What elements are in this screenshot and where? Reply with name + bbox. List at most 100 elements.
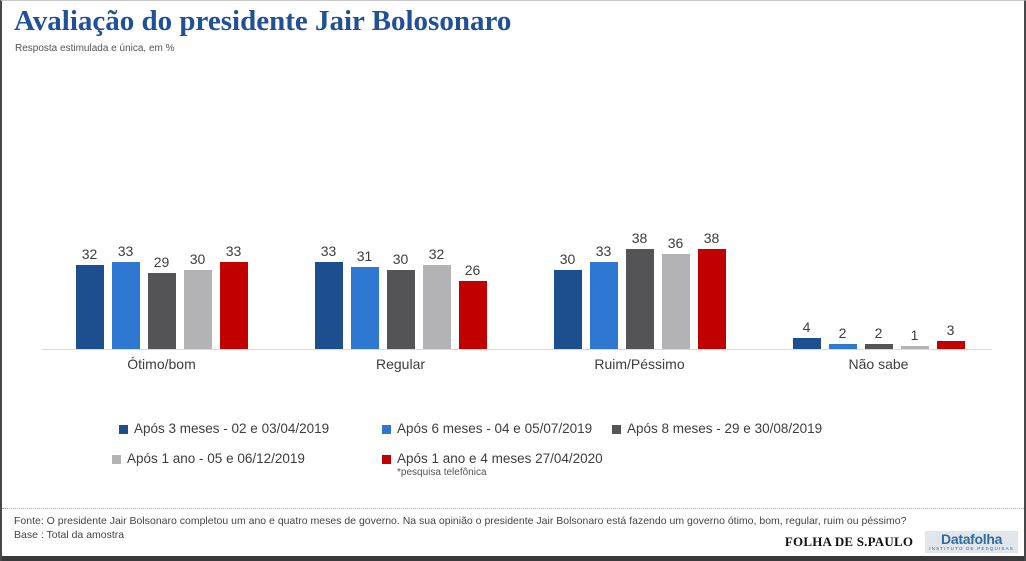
branding: FOLHA DE S.PAULO Datafolha INSTITUTO DE … [785, 531, 1018, 553]
legend-text: Após 1 ano - 05 e 06/12/2019 [127, 451, 305, 466]
legend-item: Após 6 meses - 04 e 05/07/2019 [382, 421, 612, 436]
chart-subtitle: Resposta estimulada e única, em % [15, 43, 175, 54]
bar-value-label: 2 [838, 325, 847, 341]
bar-cluster: 33 31 30 32 26 [281, 225, 520, 349]
page-title: Avaliação do presidente Jair Bolosonaro [14, 5, 512, 37]
bar-value-label: 2 [874, 325, 883, 341]
bar-column: 36 [661, 225, 690, 349]
bar-group: 33 31 30 32 26 Regular [281, 225, 520, 372]
bar-cluster: 4 2 2 1 3 [759, 225, 998, 349]
bar-group: 30 33 38 36 38 Ruim/Péssimo [520, 225, 759, 372]
legend-marker-icon [382, 455, 391, 464]
category-label: Ótimo/bom [127, 356, 196, 372]
bar [864, 344, 893, 349]
bar-column: 38 [697, 225, 726, 349]
category-label: Regular [375, 356, 426, 372]
bar-group: 4 2 2 1 3 Não sabe [759, 225, 998, 372]
legend: Após 3 meses - 02 e 03/04/2019 Após 6 mes… [2, 421, 1024, 478]
legend-text: Após 8 meses - 29 e 30/08/2019 [627, 421, 822, 436]
bar-value-label: 30 [559, 251, 576, 267]
bar-cluster: 32 33 29 30 33 [42, 225, 281, 349]
bar-column: 33 [589, 225, 618, 349]
legend-text: Após 1 ano e 4 meses 27/04/2020 *pesquisa… [397, 451, 603, 478]
legend-marker-icon [112, 455, 121, 464]
category-label: Não sabe [848, 356, 909, 372]
bar [350, 267, 379, 349]
bar-value-label: 4 [802, 319, 811, 335]
legend-text: Após 3 meses - 02 e 03/04/2019 [134, 421, 329, 436]
bar [458, 281, 487, 349]
bar-value-label: 29 [153, 254, 170, 270]
datafolha-logo: Datafolha INSTITUTO DE PESQUISAS [925, 531, 1018, 553]
legend-item: Após 1 ano - 05 e 06/12/2019 [112, 451, 382, 466]
bar [75, 265, 104, 349]
bar-value-label: 38 [703, 230, 720, 246]
bar-value-label: 1 [910, 327, 919, 343]
bar-cluster: 30 33 38 36 38 [520, 225, 759, 349]
legend-item: Após 3 meses - 02 e 03/04/2019 [119, 421, 382, 436]
bar-column: 33 [314, 225, 343, 349]
bar [183, 270, 212, 349]
folha-logo: FOLHA DE S.PAULO [784, 534, 914, 549]
bar [589, 262, 618, 349]
datafolha-subtitle: INSTITUTO DE PESQUISAS [929, 546, 1014, 551]
bar [553, 270, 582, 349]
bar-column: 30 [183, 225, 212, 349]
bar [625, 249, 654, 349]
legend-row-1: Após 3 meses - 02 e 03/04/2019 Após 6 mes… [2, 421, 1024, 436]
bar [386, 270, 415, 349]
bar-column: 29 [147, 225, 176, 349]
bar-value-label: 33 [595, 243, 612, 259]
bar-column: 30 [386, 225, 415, 349]
footer: Fonte: O presidente Jair Bolsonaro compl… [2, 508, 1024, 542]
bar [900, 346, 929, 349]
bar-column: 31 [350, 225, 379, 349]
bar-column: 38 [625, 225, 654, 349]
bar-column: 2 [864, 225, 893, 349]
chart-plot: 32 33 29 30 33 Ótimo/bom 33 31 30 32 26 Regular 30 33… [42, 225, 992, 372]
legend-marker-icon [382, 425, 391, 434]
bar [697, 249, 726, 349]
bar [219, 262, 248, 349]
bar-value-label: 26 [464, 262, 481, 278]
legend-marker-icon [612, 425, 621, 434]
datafolha-wordmark: Datafolha [941, 531, 1003, 547]
bar-column: 4 [792, 225, 821, 349]
bar-column: 30 [553, 225, 582, 349]
legend-label: Após 1 ano - 05 e 06/12/2019 [127, 451, 305, 466]
legend-label: Após 6 meses - 04 e 05/07/2019 [397, 421, 593, 436]
legend-label: Após 1 ano e 4 meses 27/04/2020 [397, 451, 603, 466]
bar-value-label: 36 [667, 235, 684, 251]
footer-base: Base : Total da amostra [14, 529, 125, 541]
bar-value-label: 3 [946, 322, 955, 338]
bar-value-label: 33 [225, 243, 242, 259]
legend-label: Após 3 meses - 02 e 03/04/2019 [134, 421, 330, 436]
bar [111, 262, 140, 349]
bar-column: 32 [422, 225, 451, 349]
bottom-bar [2, 556, 1024, 561]
bar [828, 344, 857, 349]
footer-source: Fonte: O presidente Jair Bolsonaro compl… [14, 515, 907, 527]
bar-group: 32 33 29 30 33 Ótimo/bom [42, 225, 281, 372]
bar-value-label: 32 [81, 246, 98, 262]
legend-item: Após 8 meses - 29 e 30/08/2019 [612, 421, 822, 436]
bar [661, 254, 690, 349]
bar-value-label: 31 [356, 248, 373, 264]
legend-label: Após 8 meses - 29 e 30/08/2019 [627, 421, 823, 436]
bar-value-label: 33 [320, 243, 337, 259]
bar-column: 33 [111, 225, 140, 349]
bar [936, 341, 965, 349]
bar [422, 265, 451, 349]
legend-item: Após 1 ano e 4 meses 27/04/2020 *pesquisa… [382, 451, 603, 478]
legend-marker-icon [119, 425, 128, 434]
bar-value-label: 33 [117, 243, 134, 259]
bar-value-label: 30 [392, 251, 409, 267]
bar-column: 3 [936, 225, 965, 349]
bar-column: 1 [900, 225, 929, 349]
legend-row-2: Após 1 ano - 05 e 06/12/2019 Após 1 ano e… [2, 451, 1024, 478]
bar-column: 33 [219, 225, 248, 349]
bar-column: 32 [75, 225, 104, 349]
legend-text: Após 6 meses - 04 e 05/07/2019 [397, 421, 592, 436]
bar-value-label: 32 [428, 246, 445, 262]
